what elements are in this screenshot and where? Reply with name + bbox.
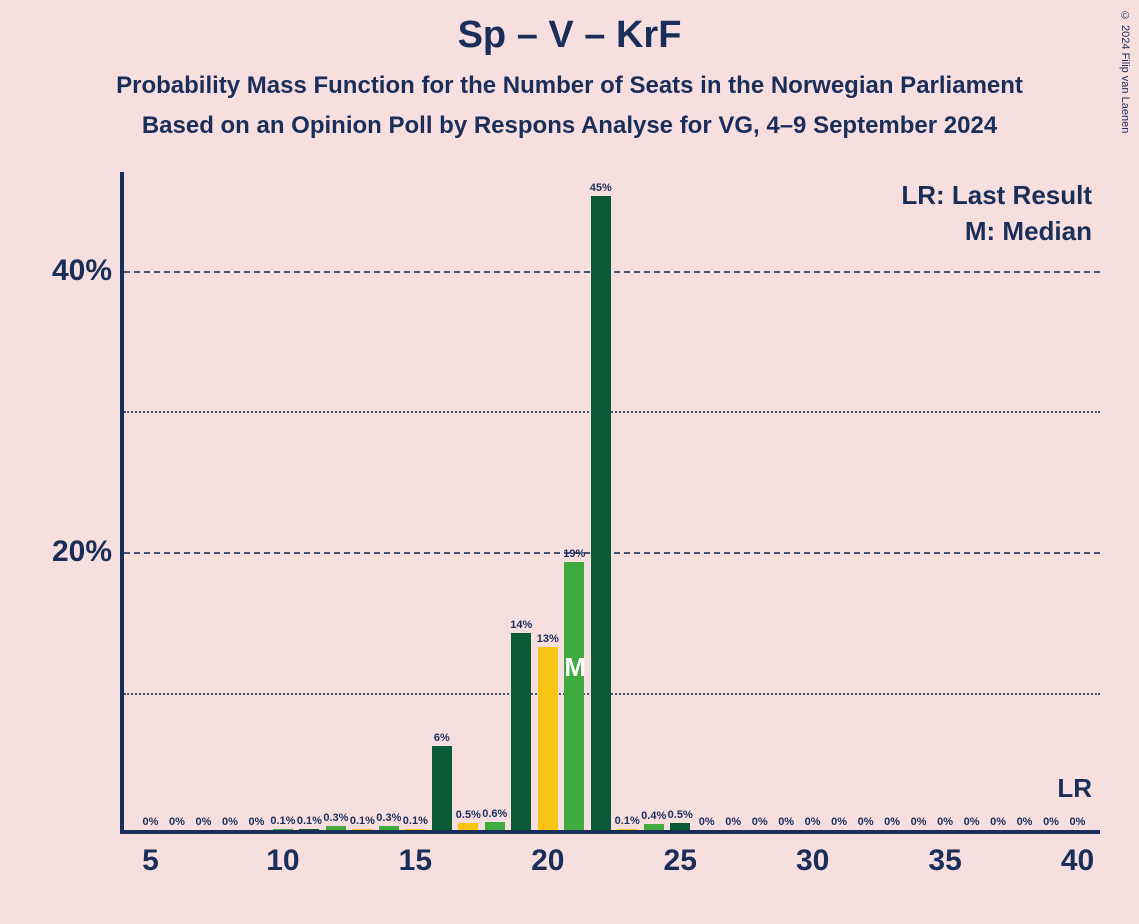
x-axis-label: 30 [796,844,829,878]
bar: 0.3% [379,826,399,830]
bar-value-label: 0.5% [668,809,693,821]
bar-value-label: 0% [778,816,794,828]
bar-value-label: 0% [699,816,715,828]
bar-value-label: 0% [858,816,874,828]
bar: 0.4% [644,824,664,830]
bar: 0.1% [299,829,319,830]
legend-median: M: Median [965,216,1092,247]
x-axis-label: 25 [664,844,697,878]
bar: 0.1% [405,829,425,830]
chart-title: Sp – V – KrF [0,14,1139,57]
bar-value-label: 0% [1043,816,1059,828]
bar: 0.1% [617,829,637,830]
bar-value-label: 0% [222,816,238,828]
x-axis-label: 10 [266,844,299,878]
bar-value-label: 0% [195,816,211,828]
bar: 45% [591,196,611,830]
x-axis-label: 40 [1061,844,1094,878]
bar-value-label: 0% [884,816,900,828]
bar-value-label: 0.3% [376,812,401,824]
bar-value-label: 0.4% [641,810,666,822]
bar-value-label: 0.1% [615,815,640,827]
bar-value-label: 0.5% [456,809,481,821]
y-axis-label: 20% [52,535,112,569]
bar-value-label: 0.1% [403,815,428,827]
bar-value-label: 0% [990,816,1006,828]
bar-value-label: 13% [537,633,559,645]
chart-container: © 2024 Filip van Laenen Sp – V – KrF Pro… [0,0,1139,924]
bar-value-label: 45% [590,182,612,194]
gridline-major [124,552,1100,554]
x-axis-label: 5 [142,844,159,878]
x-axis-label: 20 [531,844,564,878]
gridline-minor [124,693,1100,695]
bar-value-label: 0% [143,816,159,828]
bar-value-label: 0.1% [350,815,375,827]
lr-marker: LR [1057,773,1092,804]
bar-value-label: 0% [169,816,185,828]
bar-value-label: 0% [1017,816,1033,828]
bar: 6% [432,746,452,831]
x-axis-label: 15 [399,844,432,878]
plot-area: 20%40%5101520253035400%0%0%0%0%0.1%0.1%0… [120,172,1100,834]
bar-value-label: 0.6% [482,808,507,820]
bar-value-label: 0.1% [270,815,295,827]
bar-value-label: 0% [911,816,927,828]
bar-value-label: 0% [248,816,264,828]
bar: 0.5% [670,823,690,830]
gridline-major [124,271,1100,273]
bar-value-label: 0% [752,816,768,828]
bar-value-label: 19% [563,548,585,560]
bar-value-label: 0.3% [323,812,348,824]
bar-value-label: 0% [725,816,741,828]
bar: 0.3% [326,826,346,830]
bar: 19% [564,562,584,830]
bar-value-label: 6% [434,732,450,744]
median-marker: M [564,652,584,683]
bar: 0.1% [273,829,293,830]
bar: 0.5% [458,823,478,830]
bar: 0.6% [485,822,505,830]
bar-value-label: 0% [1070,816,1086,828]
gridline-minor [124,411,1100,413]
bar-value-label: 0% [805,816,821,828]
bar: 13% [538,647,558,830]
bar: 0.1% [352,829,372,830]
bar: 14% [511,633,531,830]
bar-value-label: 14% [510,619,532,631]
bar-value-label: 0% [831,816,847,828]
bar-value-label: 0% [937,816,953,828]
y-axis-label: 40% [52,254,112,288]
chart-subtitle-1: Probability Mass Function for the Number… [0,72,1139,100]
bar-value-label: 0% [964,816,980,828]
x-axis-label: 35 [928,844,961,878]
bar-value-label: 0.1% [297,815,322,827]
legend-lr: LR: Last Result [901,180,1092,211]
chart-subtitle-2: Based on an Opinion Poll by Respons Anal… [0,112,1139,140]
